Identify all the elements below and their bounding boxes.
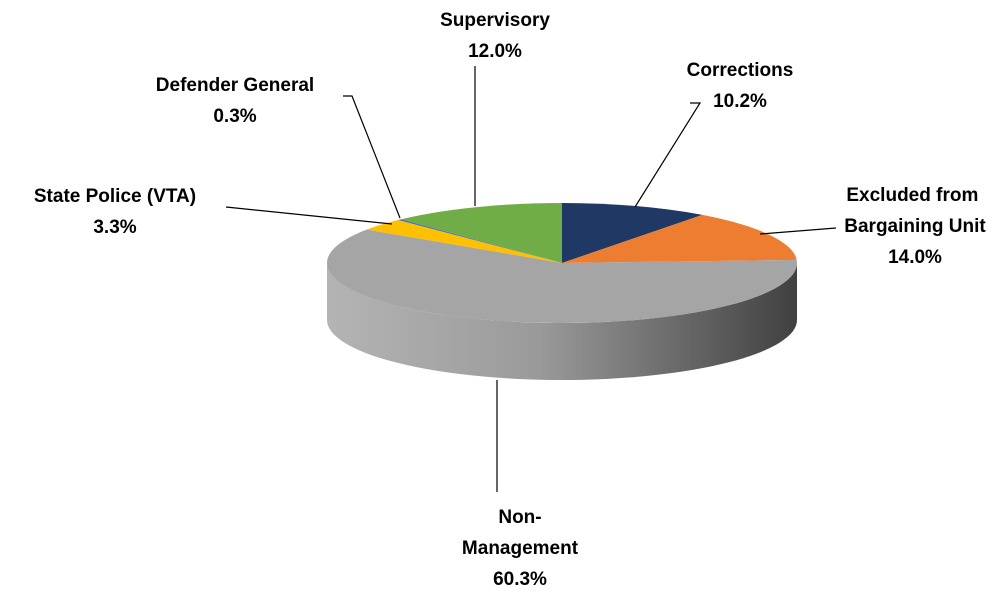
value-label: 60.3% <box>493 569 547 590</box>
slice <box>401 203 562 263</box>
slice <box>398 219 562 263</box>
leader-line <box>343 95 401 219</box>
label-line: Management <box>462 538 579 559</box>
category-label: Non- Management <box>462 507 579 559</box>
label-line: Corrections <box>687 60 794 81</box>
value-label: 3.3% <box>93 217 136 238</box>
slice <box>562 203 703 263</box>
leader-line <box>759 227 837 235</box>
leader-line <box>225 206 393 225</box>
slice <box>562 214 797 263</box>
value-label: 0.3% <box>213 106 256 127</box>
label-line: Excluded from <box>846 185 983 206</box>
label-line: Defender General <box>156 75 314 96</box>
slice <box>366 220 562 263</box>
data-label: Excluded from Bargaining Unit 14.0% <box>759 185 986 268</box>
category-label: Excluded from Bargaining Unit <box>844 185 986 237</box>
slice-side <box>327 263 797 380</box>
data-label: Corrections 10.2% <box>634 60 794 208</box>
label-line: Bargaining Unit <box>844 216 986 237</box>
category-label: State Police (VTA) <box>34 186 196 207</box>
label-line: State Police (VTA) <box>34 186 196 207</box>
data-label: Defender General 0.3% <box>156 75 401 219</box>
data-label: Supervisory 12.0% <box>440 10 550 206</box>
pie-sides <box>327 263 797 380</box>
leader-line <box>634 102 702 208</box>
category-label: Defender General <box>156 75 314 96</box>
data-label: Non- Management 60.3% <box>462 380 579 590</box>
category-label: Corrections <box>687 60 794 81</box>
data-label: State Police (VTA) 3.3% <box>34 186 393 238</box>
category-label: Supervisory <box>440 10 550 31</box>
pie-tops <box>327 203 798 324</box>
slice <box>327 229 798 324</box>
value-label: 12.0% <box>468 41 522 62</box>
value-label: 10.2% <box>713 91 767 112</box>
label-line: Non- <box>498 507 541 528</box>
label-line: Supervisory <box>440 10 550 31</box>
labels: Corrections 10.2% Excluded from Bargaining… <box>34 10 987 590</box>
value-label: 14.0% <box>888 247 942 268</box>
